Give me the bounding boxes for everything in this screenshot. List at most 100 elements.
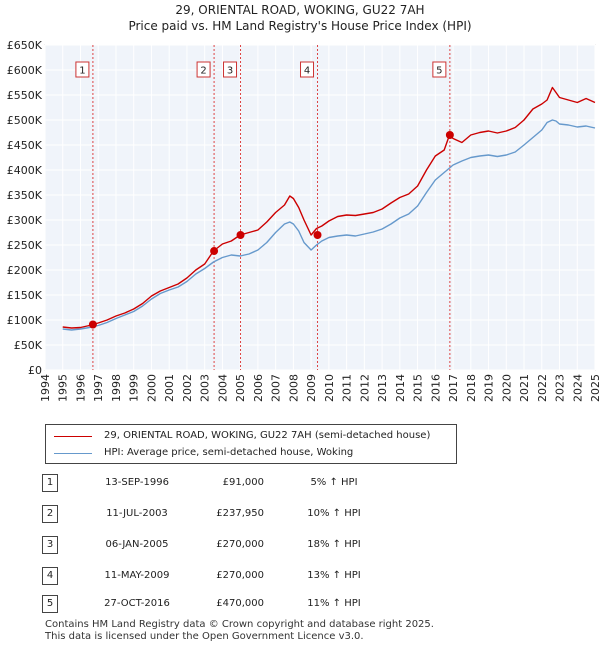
- x-tick-label: 2025: [589, 374, 600, 402]
- sale-price: £270,000: [216, 570, 264, 581]
- x-tick-label: 2017: [447, 374, 460, 402]
- sale-number-badge: 1: [42, 474, 58, 492]
- x-tick-label: 2010: [323, 374, 336, 402]
- x-tick-label: 2000: [145, 374, 158, 402]
- sale-marker-number: 5: [436, 66, 442, 77]
- y-tick-label: £600K: [7, 64, 43, 77]
- y-tick-label: £250K: [7, 239, 43, 252]
- sale-date: 06-JAN-2005: [105, 539, 169, 550]
- x-tick-label: 2016: [429, 374, 442, 402]
- x-tick-label: 1995: [57, 374, 70, 402]
- y-tick-label: £450K: [7, 139, 43, 152]
- y-tick-label: £550K: [7, 89, 43, 102]
- sale-point: [445, 131, 454, 139]
- x-tick-label: 1996: [74, 374, 87, 402]
- plot-background: [45, 45, 595, 370]
- sale-marker-number: 4: [304, 66, 310, 77]
- x-tick-label: 2002: [181, 374, 194, 402]
- sale-points: [88, 131, 454, 329]
- y-tick-label: £100K: [7, 314, 43, 327]
- legend-item-property: 29, ORIENTAL ROAD, WOKING, GU22 7AH (sem…: [54, 428, 430, 444]
- legend-swatch-blue: [54, 452, 92, 454]
- x-tick-label: 1998: [110, 374, 123, 402]
- x-tick-label: 2020: [500, 374, 513, 402]
- sale-marker-badge: [432, 61, 447, 78]
- table-row: 4 11-MAY-2009 £270,000 13% ↑ HPI: [42, 567, 562, 585]
- x-tick-label: 2012: [358, 374, 371, 402]
- sale-point: [236, 231, 245, 239]
- y-tick-label: £300K: [7, 214, 43, 227]
- sale-marker-badge: [300, 61, 315, 78]
- sale-marker-number: 1: [79, 66, 85, 77]
- table-row: 3 06-JAN-2005 £270,000 18% ↑ HPI: [42, 536, 562, 554]
- sale-date: 11-MAY-2009: [104, 570, 170, 581]
- x-axis: 1994 1995 1996 1997 1998 1999 2000 2001 2002 2003…: [39, 374, 600, 402]
- hpi-series-line: [62, 119, 596, 331]
- sale-date: 13-SEP-1996: [105, 477, 169, 488]
- y-tick-label: £650K: [7, 39, 43, 52]
- x-tick-label: 1997: [92, 374, 105, 402]
- y-tick-label: £500K: [7, 114, 43, 127]
- footer-attribution: Contains HM Land Registry data © Crown c…: [45, 619, 434, 643]
- table-row: 2 11-JUL-2003 £237,950 10% ↑ HPI: [42, 505, 562, 523]
- sale-hpi-change: 5% ↑ HPI: [310, 477, 358, 488]
- x-tick-label: 2007: [270, 374, 283, 402]
- series: [62, 86, 596, 331]
- legend-label-hpi: HPI: Average price, semi-detached house,…: [104, 447, 354, 458]
- x-tick-label: 2004: [216, 374, 229, 402]
- x-tick-label: 2019: [483, 374, 496, 402]
- x-tick-label: 2001: [163, 374, 176, 402]
- chart-title-line1: 29, ORIENTAL ROAD, WOKING, GU22 7AH: [175, 3, 425, 17]
- y-tick-label: £350K: [7, 189, 43, 202]
- sale-marker-badge: [223, 61, 238, 78]
- y-tick-label: £400K: [7, 164, 43, 177]
- x-tick-label: 2008: [287, 374, 300, 402]
- sale-date: 27-OCT-2016: [104, 598, 170, 609]
- sale-marker-badge: [75, 61, 90, 78]
- x-tick-label: 2009: [305, 374, 318, 402]
- x-tick-label: 2011: [341, 374, 354, 402]
- sale-price: £91,000: [222, 477, 264, 488]
- sale-point: [313, 231, 322, 239]
- x-tick-label: 2023: [554, 374, 567, 402]
- y-tick-label: £0: [28, 364, 42, 377]
- sale-number-badge: 4: [42, 567, 58, 585]
- sale-number-badge: 3: [42, 536, 58, 554]
- legend: 29, ORIENTAL ROAD, WOKING, GU22 7AH (sem…: [45, 424, 457, 464]
- sale-number-badge: 5: [42, 595, 58, 613]
- footer-line1: Contains HM Land Registry data © Crown c…: [45, 619, 434, 630]
- table-row: 5 27-OCT-2016 £470,000 11% ↑ HPI: [42, 595, 562, 613]
- legend-label-property: 29, ORIENTAL ROAD, WOKING, GU22 7AH (sem…: [104, 430, 431, 441]
- sale-marker-number: 2: [200, 66, 206, 77]
- x-tick-label: 2006: [252, 374, 265, 402]
- sale-hpi-change: 11% ↑ HPI: [307, 598, 361, 609]
- legend-item-hpi: HPI: Average price, semi-detached house,…: [54, 445, 353, 461]
- sale-marker-badge: [196, 61, 211, 78]
- sale-hpi-change: 18% ↑ HPI: [307, 539, 361, 550]
- x-tick-label: 2015: [412, 374, 425, 402]
- table-row: 1 13-SEP-1996 £91,000 5% ↑ HPI: [42, 474, 562, 492]
- x-tick-label: 2021: [518, 374, 531, 402]
- x-tick-label: 2013: [376, 374, 389, 402]
- chart-title-line2: Price paid vs. HM Land Registry's House …: [128, 19, 472, 33]
- x-tick-label: 2014: [394, 374, 407, 402]
- sale-price: £270,000: [216, 539, 264, 550]
- sale-date: 11-JUL-2003: [106, 508, 168, 519]
- price-chart: £0 £50K £100K £150K £200K £250K £300K £350K £400…: [7, 39, 600, 402]
- sale-number-badge: 2: [42, 505, 58, 523]
- sale-hpi-change: 10% ↑ HPI: [307, 508, 361, 519]
- x-tick-label: 2018: [465, 374, 478, 402]
- legend-swatch-red: [54, 435, 92, 437]
- x-tick-label: 2022: [536, 374, 549, 402]
- y-tick-label: £150K: [7, 289, 43, 302]
- x-tick-label: 2005: [234, 374, 247, 402]
- footer-line2: This data is licensed under the Open Gov…: [45, 631, 364, 642]
- y-tick-label: £200K: [7, 264, 43, 277]
- property-series-line: [62, 86, 596, 329]
- grid: [44, 44, 596, 371]
- sale-price: £237,950: [216, 508, 264, 519]
- chart-title: 29, ORIENTAL ROAD, WOKING, GU22 7AH Pric…: [0, 2, 600, 34]
- sale-hpi-change: 13% ↑ HPI: [307, 570, 361, 581]
- sale-point: [88, 320, 97, 329]
- x-tick-label: 1999: [128, 374, 141, 402]
